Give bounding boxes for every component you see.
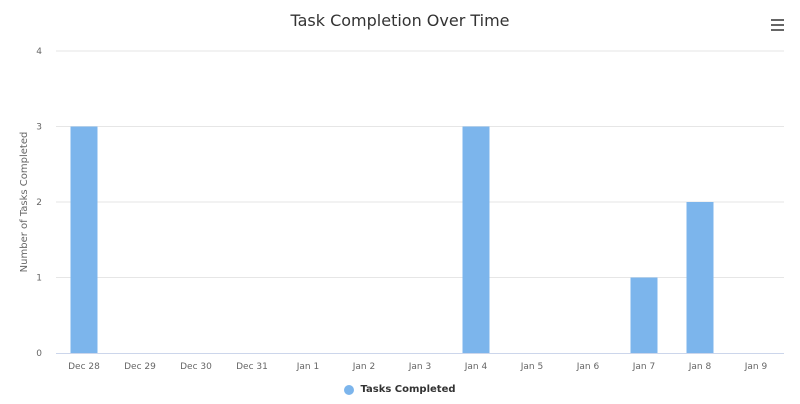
legend-label: Tasks Completed	[360, 384, 456, 395]
x-tick-label: Jan 9	[744, 362, 768, 372]
y-axis-ticks: 0 1 2 3 4	[36, 47, 42, 359]
y-tick-label: 0	[36, 349, 42, 359]
y-tick-label: 3	[36, 123, 42, 133]
legend-item-tasks-completed[interactable]: Tasks Completed	[344, 384, 456, 395]
x-tick-label: Dec 30	[180, 362, 212, 372]
grid-lines	[56, 50, 784, 278]
bar[interactable]	[686, 202, 714, 353]
bar[interactable]	[462, 126, 490, 354]
chart-context-menu-button[interactable]	[766, 14, 790, 36]
chart-legend: Tasks Completed	[0, 384, 800, 398]
x-tick-label: Jan 4	[464, 362, 488, 372]
y-tick-label: 1	[36, 274, 42, 284]
x-tick-label: Jan 7	[632, 362, 655, 372]
x-tick-label: Dec 31	[236, 362, 268, 372]
x-tick-label: Dec 29	[124, 362, 156, 372]
x-axis-ticks: Dec 28 Dec 29 Dec 30 Dec 31 Jan 1 Jan 2 Jan 3 J…	[68, 362, 767, 372]
x-tick-label: Jan 3	[408, 362, 431, 372]
legend-marker-icon	[344, 384, 355, 395]
x-tick-label: Jan 5	[520, 362, 543, 372]
x-tick-label: Jan 2	[352, 362, 375, 372]
bar[interactable]	[70, 126, 98, 354]
x-tick-label: Jan 6	[576, 362, 600, 372]
x-tick-label: Jan 8	[688, 362, 712, 372]
bar-series	[70, 126, 714, 354]
chart-title: Task Completion Over Time	[290, 11, 510, 30]
bar[interactable]	[630, 277, 658, 354]
y-axis-label: Number of Tasks Completed	[19, 132, 30, 273]
x-tick-label: Dec 28	[68, 362, 100, 372]
y-tick-label: 2	[36, 198, 42, 208]
x-tick-label: Jan 1	[296, 362, 319, 372]
y-tick-label: 4	[36, 47, 42, 57]
